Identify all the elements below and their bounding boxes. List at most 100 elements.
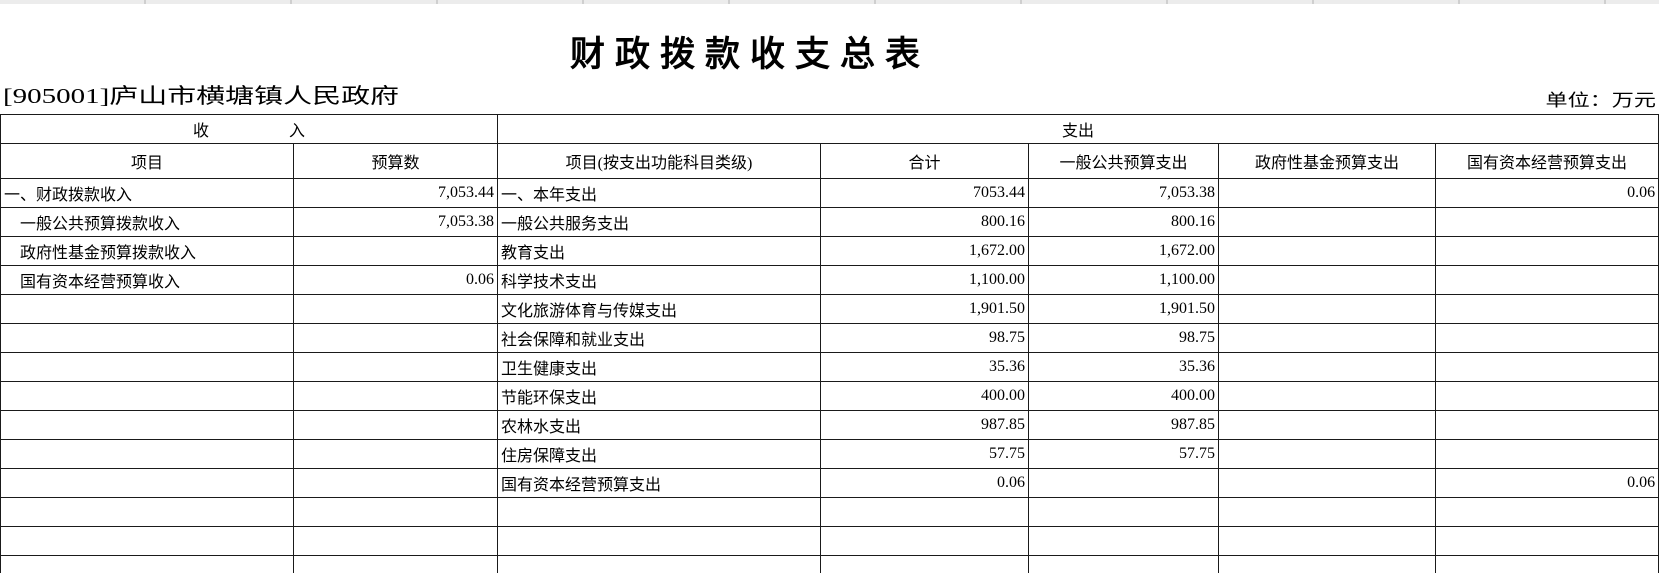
cell-income-budget xyxy=(292,352,499,382)
cell-total: 1,100.00 xyxy=(820,265,1030,295)
cell-government-fund-budget xyxy=(1218,381,1437,411)
cell-government-fund-budget xyxy=(1218,294,1437,324)
table-row xyxy=(0,526,1659,556)
cell-government-fund-budget xyxy=(1218,207,1437,237)
cell-state-capital-budget xyxy=(1435,207,1659,237)
cell-expense-item: 住房保障支出 xyxy=(497,439,822,469)
group-header-expense: 支出 xyxy=(497,114,1659,144)
cell-income-item xyxy=(0,381,294,411)
cell-income-item xyxy=(0,497,294,527)
cell-income-budget xyxy=(292,381,499,411)
cell-state-capital-budget xyxy=(1435,410,1659,440)
cell-state-capital-budget xyxy=(1435,439,1659,469)
cell-general-public-budget: 98.75 xyxy=(1028,323,1220,353)
cell-state-capital-budget xyxy=(1435,526,1659,556)
cell-income-item: 国有资本经营预算收入 xyxy=(0,265,294,295)
cell-general-public-budget: 987.85 xyxy=(1028,410,1220,440)
cell-income-item xyxy=(0,352,294,382)
cell-expense-item: 一般公共服务支出 xyxy=(497,207,822,237)
cell-expense-item: 节能环保支出 xyxy=(497,381,822,411)
table-row: 文化旅游体育与传媒支出 1,901.50 1,901.50 xyxy=(0,294,1659,324)
col-header-income-item: 项目 xyxy=(0,143,294,179)
cell-total xyxy=(820,526,1030,556)
page-title: 财政拨款收支总表 xyxy=(569,35,931,74)
cell-income-budget xyxy=(292,410,499,440)
cell-income-item xyxy=(0,294,294,324)
cell-state-capital-budget xyxy=(1435,497,1659,527)
cell-expense-item: 教育支出 xyxy=(497,236,822,266)
cell-general-public-budget: 1,901.50 xyxy=(1028,294,1220,324)
cell-government-fund-budget xyxy=(1218,178,1437,208)
cell-state-capital-budget xyxy=(1435,323,1659,353)
cell-total: 57.75 xyxy=(820,439,1030,469)
cell-expense-item xyxy=(497,497,822,527)
cell-total: 35.36 xyxy=(820,352,1030,382)
cell-government-fund-budget xyxy=(1218,497,1437,527)
cell-income-item xyxy=(0,323,294,353)
cell-government-fund-budget xyxy=(1218,439,1437,469)
cell-general-public-budget xyxy=(1028,468,1220,498)
cell-expense-item: 卫生健康支出 xyxy=(497,352,822,382)
cell-state-capital-budget xyxy=(1435,236,1659,266)
cell-income-budget xyxy=(292,294,499,324)
cell-total: 0.06 xyxy=(820,468,1030,498)
budget-table: 收 入 支出 项目 预算数 项目(按支出功能科目类级) 合计 一般公共预算支出 政府性基金… xyxy=(0,114,1659,573)
cell-state-capital-budget xyxy=(1435,555,1659,573)
cell-total: 7053.44 xyxy=(820,178,1030,208)
col-header-total: 合计 xyxy=(820,143,1030,179)
cell-income-item xyxy=(0,410,294,440)
table-row: 国有资本经营预算支出 0.06 0.06 xyxy=(0,468,1659,498)
cell-income-budget xyxy=(292,236,499,266)
col-header-expense-item: 项目(按支出功能科目类级) xyxy=(497,143,822,179)
cell-general-public-budget: 7,053.38 xyxy=(1028,178,1220,208)
cell-expense-item: 社会保障和就业支出 xyxy=(497,323,822,353)
cell-state-capital-budget xyxy=(1435,294,1659,324)
cell-state-capital-budget xyxy=(1435,381,1659,411)
table-row: 政府性基金预算拨款收入 教育支出 1,672.00 1,672.00 xyxy=(0,236,1659,266)
cell-general-public-budget: 35.36 xyxy=(1028,352,1220,382)
cell-income-budget xyxy=(292,468,499,498)
table-row xyxy=(0,555,1659,573)
cell-government-fund-budget xyxy=(1218,555,1437,573)
cell-income-budget xyxy=(292,323,499,353)
cell-income-item xyxy=(0,526,294,556)
cell-general-public-budget: 400.00 xyxy=(1028,381,1220,411)
cell-income-budget xyxy=(292,526,499,556)
cell-government-fund-budget xyxy=(1218,468,1437,498)
top-gridline-strip xyxy=(0,0,1659,4)
col-header-general-public-budget: 一般公共预算支出 xyxy=(1028,143,1220,179)
table-row: 卫生健康支出 35.36 35.36 xyxy=(0,352,1659,382)
group-header-income: 收 入 xyxy=(0,114,499,144)
cell-income-item: 政府性基金预算拨款收入 xyxy=(0,236,294,266)
cell-income-budget: 0.06 xyxy=(292,265,499,295)
cell-total: 400.00 xyxy=(820,381,1030,411)
cell-total: 1,672.00 xyxy=(820,236,1030,266)
cell-state-capital-budget: 0.06 xyxy=(1435,468,1659,498)
cell-government-fund-budget xyxy=(1218,352,1437,382)
group-header-row: 收 入 支出 xyxy=(0,114,1659,144)
col-header-state-capital-budget: 国有资本经营预算支出 xyxy=(1435,143,1659,179)
cell-income-item xyxy=(0,439,294,469)
table-row: 住房保障支出 57.75 57.75 xyxy=(0,439,1659,469)
cell-total xyxy=(820,497,1030,527)
cell-income-item: 一、财政拨款收入 xyxy=(0,178,294,208)
table-row: 节能环保支出 400.00 400.00 xyxy=(0,381,1659,411)
cell-expense-item: 科学技术支出 xyxy=(497,265,822,295)
cell-income-item xyxy=(0,468,294,498)
col-header-government-fund-budget: 政府性基金预算支出 xyxy=(1218,143,1437,179)
table-row xyxy=(0,497,1659,527)
cell-expense-item: 一、本年支出 xyxy=(497,178,822,208)
cell-total: 987.85 xyxy=(820,410,1030,440)
cell-general-public-budget xyxy=(1028,526,1220,556)
cell-government-fund-budget xyxy=(1218,265,1437,295)
org-code-name: [905001]庐山市横塘镇人民政府 xyxy=(3,84,400,108)
cell-total: 1,901.50 xyxy=(820,294,1030,324)
unit-label: 单位：万元 xyxy=(1545,91,1657,110)
cell-general-public-budget: 1,672.00 xyxy=(1028,236,1220,266)
cell-government-fund-budget xyxy=(1218,410,1437,440)
cell-expense-item: 文化旅游体育与传媒支出 xyxy=(497,294,822,324)
cell-income-budget xyxy=(292,439,499,469)
cell-expense-item xyxy=(497,555,822,573)
cell-expense-item xyxy=(497,526,822,556)
